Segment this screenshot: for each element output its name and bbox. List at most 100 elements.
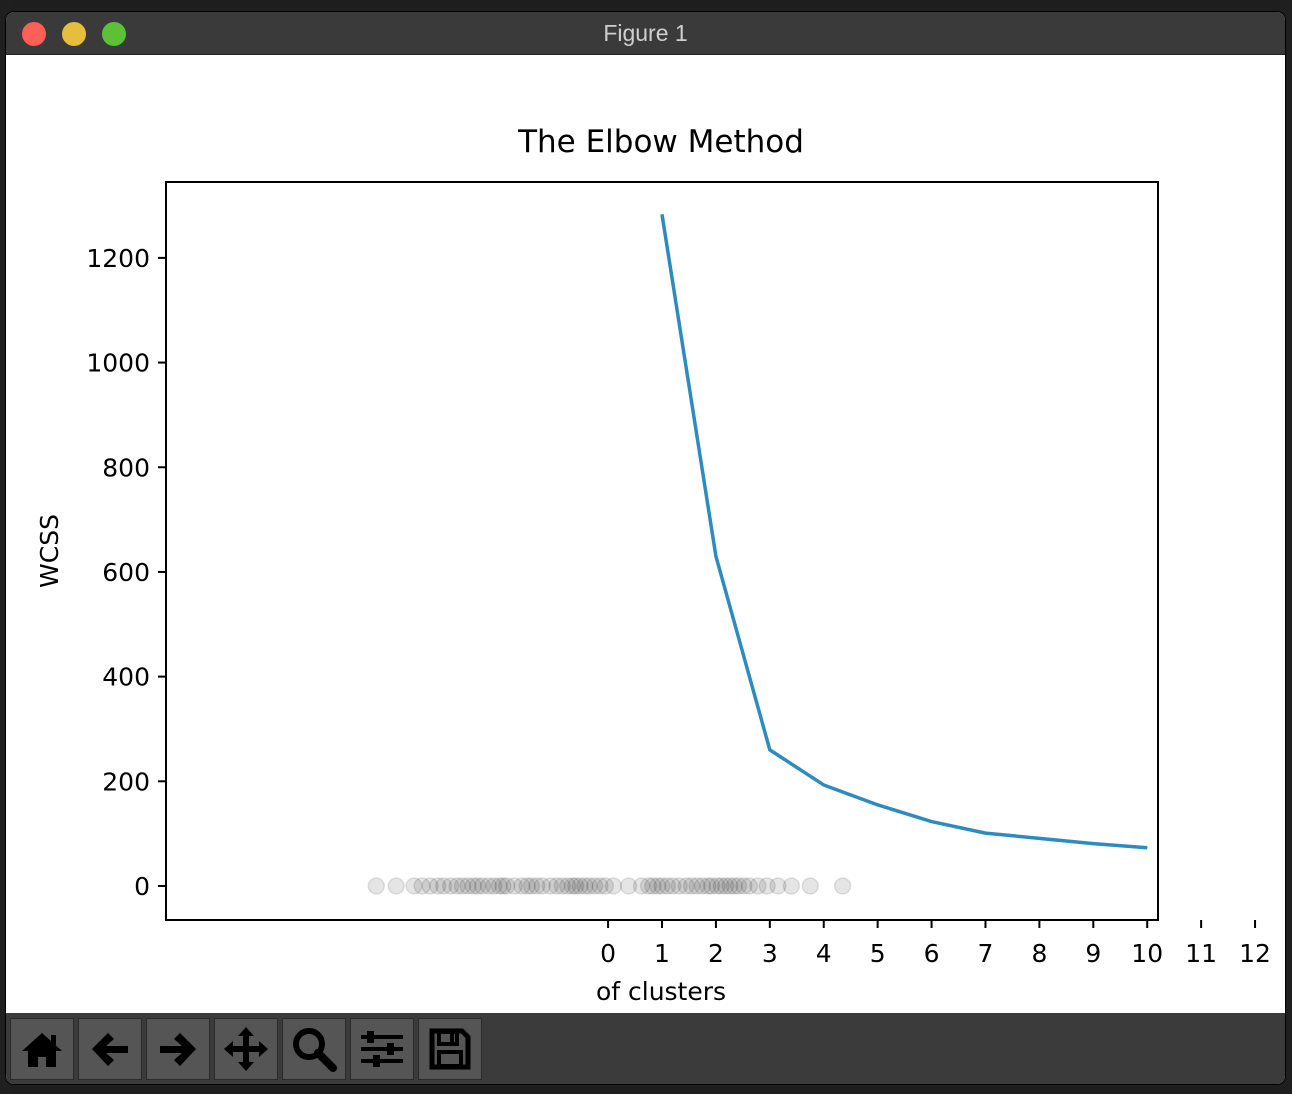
- wcss-point: [715, 555, 717, 557]
- x-tick-label: 5: [870, 939, 886, 968]
- x-tick-label: 9: [1085, 939, 1101, 968]
- y-tick-label: 600: [102, 558, 150, 587]
- x-tick-label: 3: [762, 939, 778, 968]
- scatter-point: [434, 877, 453, 895]
- scatter-point: [682, 877, 701, 895]
- y-axis-label: WCSS: [35, 514, 64, 588]
- scatter-point: [758, 877, 776, 895]
- wcss-point: [1038, 837, 1040, 839]
- scatter-point: [528, 877, 546, 895]
- maximize-button[interactable]: [102, 22, 126, 46]
- x-tick-label: 7: [978, 939, 994, 968]
- scatter-point: [716, 877, 735, 895]
- scatter-point: [494, 877, 512, 895]
- y-tick-label: 200: [102, 767, 150, 796]
- x-tick-label: 6: [924, 939, 940, 968]
- scatter-point: [548, 877, 566, 895]
- scatter-point: [740, 877, 759, 895]
- scatter-point: [699, 877, 717, 895]
- scatter-point: [632, 877, 651, 895]
- scatter-point: [688, 877, 706, 895]
- forward-button[interactable]: [146, 1018, 210, 1080]
- scatter-point: [735, 877, 753, 895]
- plot-frame: [165, 181, 1159, 921]
- x-tick-label: 4: [816, 939, 832, 968]
- wcss-point: [661, 213, 663, 215]
- scatter-point: [448, 877, 466, 895]
- scatter-point: [580, 877, 598, 895]
- scatter-point: [677, 877, 696, 895]
- y-tick-label: 0: [134, 872, 150, 901]
- scatter-point: [653, 877, 671, 895]
- pan-button[interactable]: [214, 1018, 278, 1080]
- pan-icon: [224, 1027, 268, 1071]
- x-tick-label: 11: [1185, 939, 1217, 968]
- scatter-point: [497, 877, 516, 895]
- home-icon: [22, 1033, 62, 1067]
- x-tick-label: 2: [708, 939, 724, 968]
- scatter-point: [604, 877, 623, 895]
- scatter-point: [712, 877, 731, 895]
- back-button[interactable]: [78, 1018, 142, 1080]
- navigation-toolbar: [6, 1013, 1285, 1084]
- scatter-point: [619, 877, 638, 895]
- scatter-point: [505, 877, 524, 895]
- x-tick-label: 0: [600, 939, 616, 968]
- scatter-point: [413, 877, 431, 895]
- scatter-point: [513, 877, 531, 895]
- scatter-point: [729, 877, 748, 895]
- save-icon: [429, 1028, 471, 1070]
- scatter-point: [658, 877, 677, 895]
- scatter-point: [769, 877, 787, 895]
- zoom-icon: [293, 1028, 337, 1072]
- x-tick-label: 12: [1239, 939, 1271, 968]
- scatter-point: [576, 877, 594, 895]
- scatter-point: [693, 877, 712, 895]
- figure-canvas[interactable]: The Elbow Method 0 200 400 600 800 1000 1200 0 1…: [6, 55, 1285, 1013]
- wcss-point: [1092, 843, 1094, 845]
- wcss-line: [660, 214, 1148, 850]
- wcss-point: [769, 749, 771, 751]
- scatter-point: [459, 877, 477, 895]
- scatter-point: [441, 877, 460, 895]
- scatter-point: [428, 877, 447, 895]
- minimize-button[interactable]: [62, 22, 86, 46]
- scatter-point: [596, 877, 615, 895]
- scatter-point: [479, 877, 498, 895]
- zoom-button[interactable]: [282, 1018, 346, 1080]
- window-title: Figure 1: [603, 20, 688, 46]
- y-tick-label: 1000: [86, 349, 150, 378]
- scatter-point: [721, 877, 739, 895]
- scatter-point: [708, 877, 726, 895]
- scatter-point: [566, 877, 585, 895]
- wcss-point: [823, 784, 825, 786]
- scatter-point: [801, 877, 820, 895]
- scatter-point: [644, 877, 662, 895]
- x-axis-label: of clusters: [596, 977, 726, 1006]
- scatter-point: [464, 877, 483, 895]
- close-button[interactable]: [22, 22, 46, 46]
- chart-title: The Elbow Method: [517, 124, 804, 160]
- x-tick-label: 10: [1131, 939, 1163, 968]
- scatter-point: [405, 877, 423, 895]
- scatter-point: [664, 877, 682, 895]
- scatter-point: [522, 877, 541, 895]
- scatter-point: [553, 877, 572, 895]
- window-titlebar[interactable]: Figure 1: [6, 12, 1285, 55]
- figure-window: Figure 1 The Elbow Method 0 200 400 600 800 1…: [6, 12, 1285, 1084]
- scatter-point: [485, 877, 503, 895]
- configure-subplots-button[interactable]: [350, 1018, 414, 1080]
- home-button[interactable]: [10, 1018, 74, 1080]
- save-button[interactable]: [418, 1018, 482, 1080]
- scatter-point: [518, 877, 536, 895]
- scatter-point: [585, 877, 604, 895]
- scatter-point: [533, 877, 552, 895]
- scatter-point: [591, 877, 609, 895]
- scatter-point: [725, 877, 743, 895]
- scatter-point: [648, 877, 667, 895]
- back-arrow-icon: [92, 1033, 128, 1066]
- forward-arrow-icon: [160, 1033, 196, 1066]
- scatter-point: [571, 877, 589, 895]
- scatter-point: [387, 877, 405, 895]
- scatter-point: [490, 877, 508, 895]
